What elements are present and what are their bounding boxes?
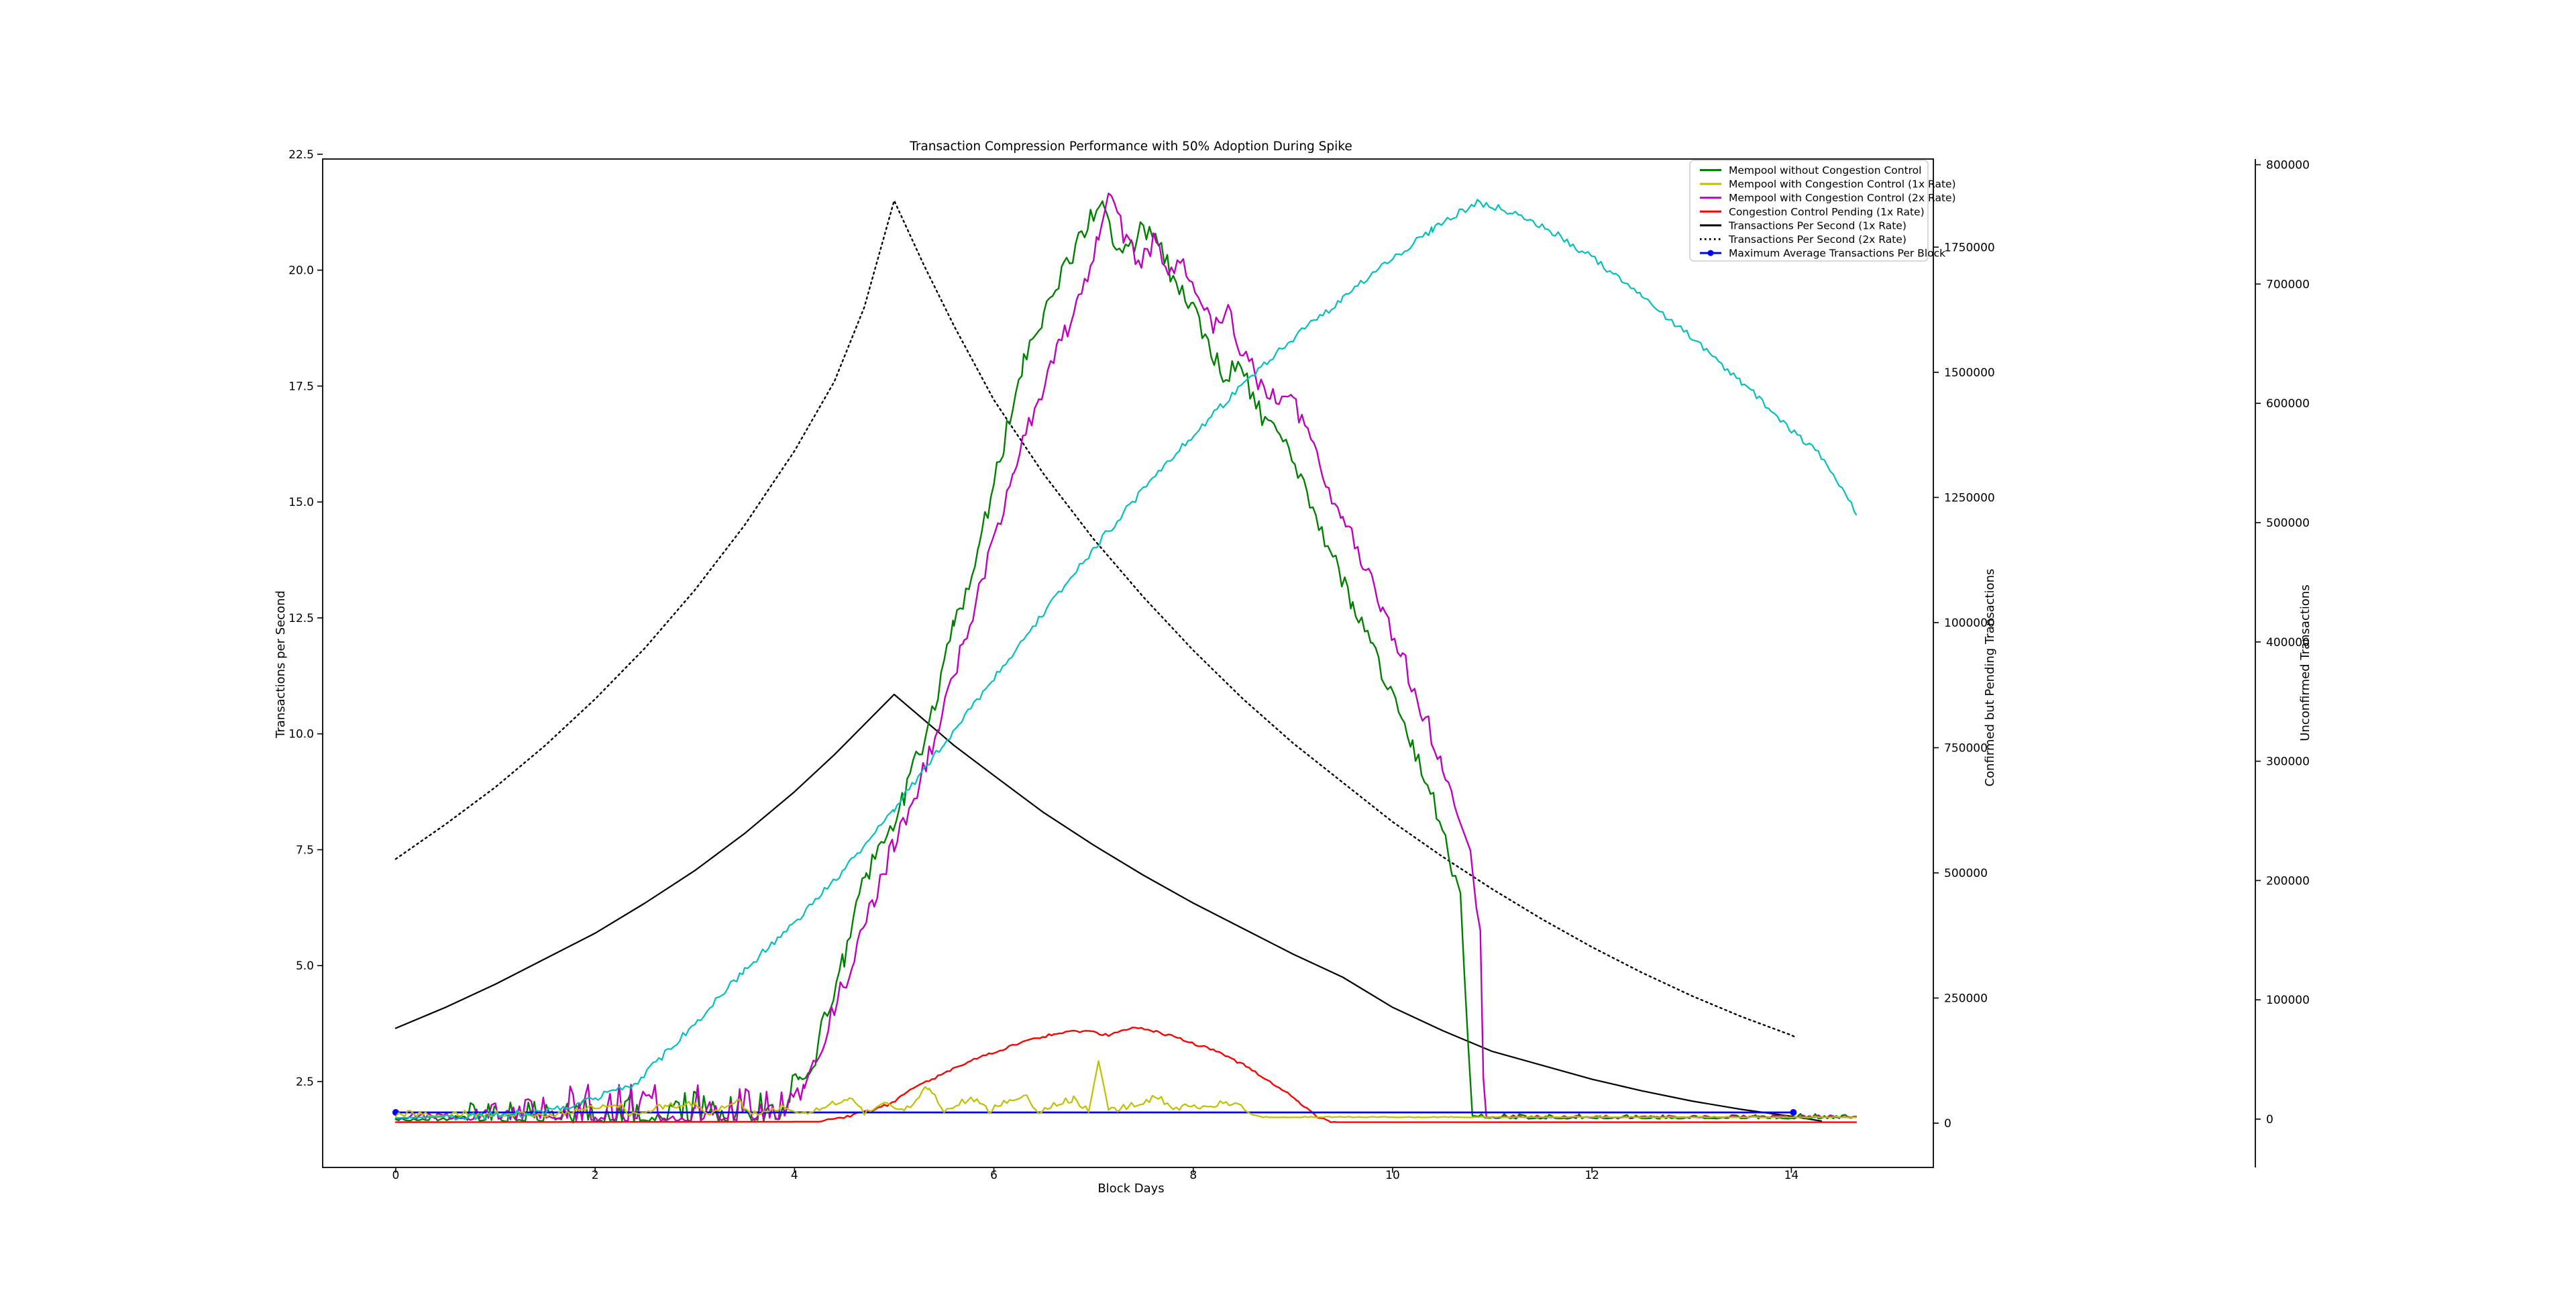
legend-label-mempool_cc_1x: Mempool with Congestion Control (1x Rate… (1729, 178, 1956, 191)
y-tick-label-right2: 400000 (2266, 636, 2310, 649)
x-tick-label: 10 (1385, 1169, 1400, 1182)
y-tick-label-right2: 0 (2266, 1113, 2273, 1127)
x-tick-label: 12 (1585, 1169, 1599, 1182)
x-tick-label: 14 (1784, 1169, 1799, 1182)
y-tick-label-right1: 500000 (1944, 867, 1988, 880)
series-tps_1x (394, 693, 1823, 1122)
y-tick-label-right1: 1750000 (1944, 241, 1995, 254)
x-tick-label: 4 (791, 1169, 798, 1182)
y-tick-label-left: 5.0 (296, 959, 314, 973)
axes-layer: 0 2 4 6 8 10 12 14 2.5 5.0 7.5 10.0 12.5 15.0 17.5 20.0… (288, 148, 2310, 1182)
x-tick-label: 8 (1189, 1169, 1197, 1182)
y-tick-label-left: 2.5 (296, 1076, 314, 1089)
series-mempool_no_cc (394, 200, 1852, 1124)
y-axis-label-right2: Unconfirmed Transactions (2298, 584, 2312, 741)
legend-label-tps_1x: Transactions Per Second (1x Rate) (1728, 219, 1907, 231)
series-mempool_cc_1x (394, 1060, 1858, 1118)
x-tick-label: 2 (592, 1169, 599, 1182)
series-mempool_cc_2x (394, 193, 1858, 1122)
legend-label-mempool_no_cc: Mempool without Congestion Control (1729, 164, 1921, 176)
y-tick-label-left: 7.5 (296, 843, 314, 857)
x-tick-label: 0 (392, 1169, 400, 1182)
plot-border (322, 158, 1934, 1168)
y-tick-label-right2: 100000 (2266, 994, 2310, 1007)
y-tick-label-right2: 300000 (2266, 755, 2310, 769)
y-tick-label-left: 12.5 (288, 612, 314, 625)
series-max_avg_block-marker (1790, 1109, 1797, 1116)
series-cc_pending_1x (394, 1027, 1858, 1123)
x-tick-label: 6 (990, 1169, 998, 1182)
legend: Mempool without Congestion Control Mempoo… (1689, 160, 1956, 262)
x-axis-label: Block Days (1097, 1182, 1164, 1196)
legend-sample-marker (1707, 250, 1714, 256)
y-tick-label-right2: 600000 (2266, 397, 2310, 411)
y-tick-label-right2: 800000 (2266, 159, 2310, 172)
y-tick-label-right1: 1000000 (1944, 617, 1995, 630)
y-tick-label-right2: 200000 (2266, 874, 2310, 888)
legend-label-mempool_cc_2x: Mempool with Congestion Control (2x Rate… (1729, 192, 1956, 204)
y-tick-label-right1: 1500000 (1944, 366, 1995, 380)
y-tick-label-right1: 750000 (1944, 741, 1988, 755)
legend-label-cc_pending_1x: Congestion Control Pending (1x Rate) (1729, 206, 1925, 218)
y-axis-label-right1: Confirmed but Pending Transactions (1983, 569, 1997, 787)
legend-label-tps_2x: Transactions Per Second (2x Rate) (1728, 233, 1907, 246)
y-tick-label-left: 17.5 (288, 380, 314, 393)
y-tick-label-right1: 250000 (1944, 992, 1988, 1006)
legend-box (1689, 160, 1929, 262)
y-tick-label-left: 20.0 (288, 264, 314, 278)
y-tick-label-right1: 0 (1944, 1117, 1951, 1131)
series-cyan_unlabeled (394, 199, 1858, 1121)
series-layer (392, 193, 1858, 1124)
y-tick-label-right1: 1250000 (1944, 491, 1995, 505)
series-tps_2x (394, 199, 1797, 1039)
y-tick-label-left: 22.5 (288, 148, 314, 162)
y-tick-label-right2: 500000 (2266, 517, 2310, 530)
y-tick-label-left: 10.0 (288, 728, 314, 741)
y-axis-label-left: Transactions per Second (274, 590, 288, 739)
y-tick-label-left: 15.0 (288, 496, 314, 509)
legend-label-max_avg_block: Maximum Average Transactions Per Block (1729, 248, 1945, 260)
chart-title: Transaction Compression Performance with… (909, 140, 1352, 154)
y-tick-label-right2: 700000 (2266, 278, 2310, 291)
